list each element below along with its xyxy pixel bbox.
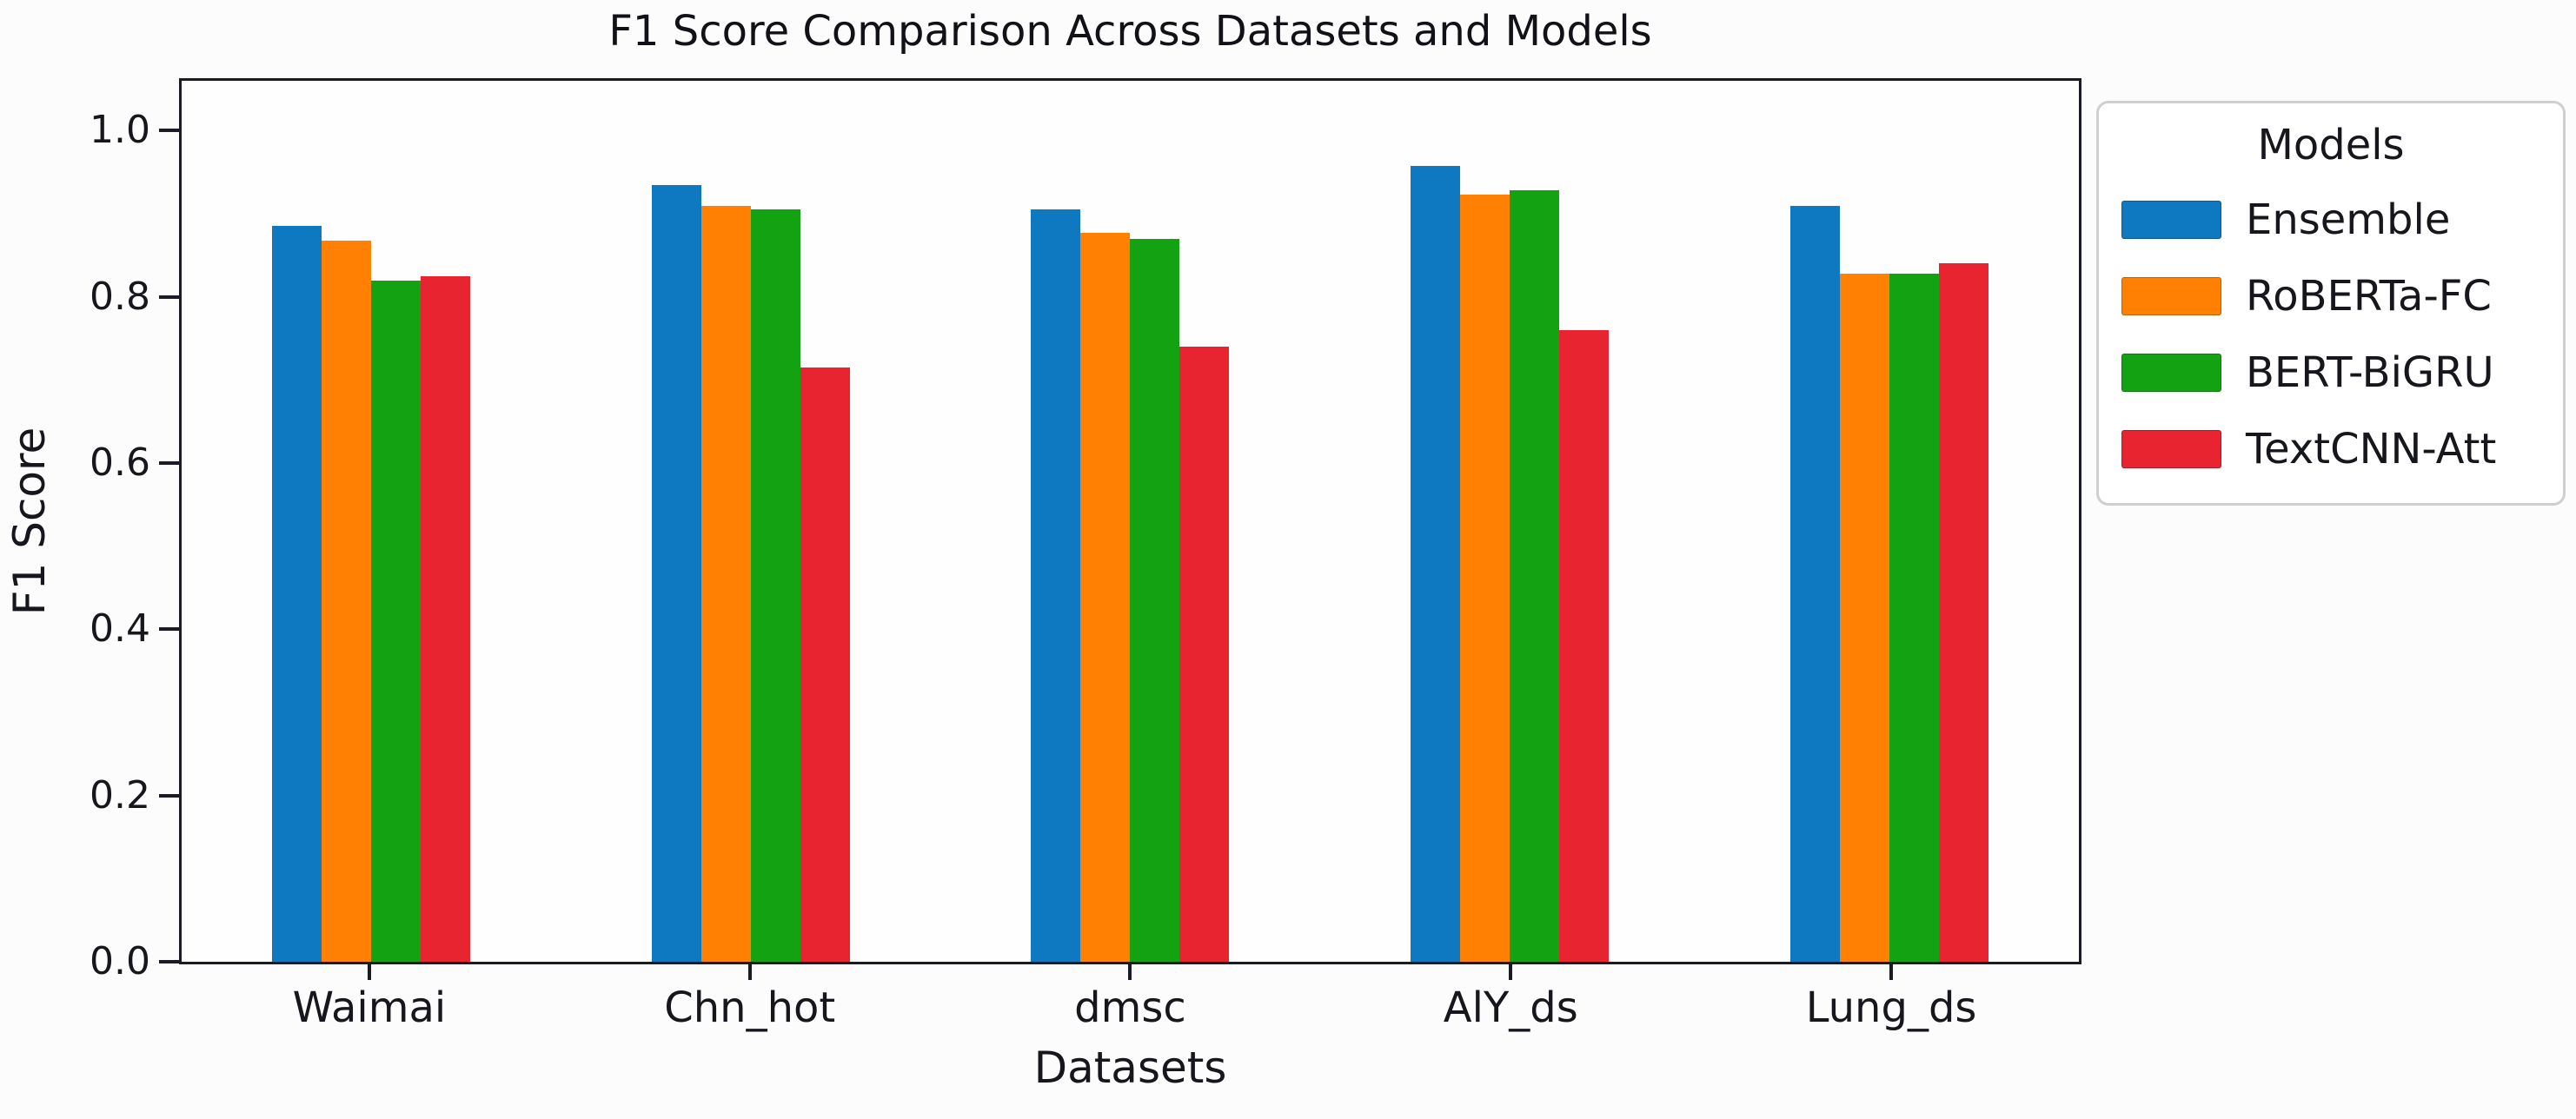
bar-bert-bigru-dmsc (1130, 238, 1180, 962)
x-tick-label-dmsc: dmsc (1074, 983, 1186, 1032)
legend-item-ensemble: Ensemble (2121, 182, 2540, 258)
y-tick-label-0.8: 0.8 (90, 274, 150, 319)
bar-group-aly-ds (1320, 81, 1700, 962)
legend-item-bert-bigru: BERT-BiGRU (2121, 334, 2540, 411)
bar-ensemble-aly-ds (1411, 165, 1461, 962)
y-tick-label-0.2: 0.2 (90, 772, 150, 818)
y-tick-mark-0.4 (159, 627, 179, 632)
bar-group-dmsc (940, 81, 1320, 962)
bar-ensemble-chn-hot (651, 184, 701, 962)
bar-ensemble-waimai (272, 226, 322, 962)
x-tick-label-waimai: Waimai (292, 983, 447, 1032)
legend-item-roberta-fc: RoBERTa-FC (2121, 258, 2540, 334)
bars-row (182, 81, 2079, 962)
bar-group-waimai (182, 81, 561, 962)
x-axis-ticks: Waimai Chn_hot dmsc AlY_ds Lung_ds (179, 964, 2081, 1032)
bar-textcnn-att-chn-hot (800, 367, 850, 962)
legend-label-textcnn-att: TextCNN-Att (2246, 425, 2497, 473)
y-axis-title: F1 Score (4, 427, 55, 616)
legend-swatch-ensemble (2121, 201, 2221, 239)
x-tick-label-aly-ds: AlY_ds (1443, 983, 1578, 1032)
x-tick-cell-lung-ds: Lung_ds (1701, 964, 2081, 1032)
x-tick-cell-waimai: Waimai (179, 964, 560, 1032)
bar-ensemble-dmsc (1031, 209, 1081, 962)
legend-label-ensemble: Ensemble (2246, 195, 2451, 244)
x-tick-cell-dmsc: dmsc (940, 964, 1321, 1032)
bar-group-lung-ds (1699, 81, 2079, 962)
y-tick-label-0.0: 0.0 (90, 939, 150, 983)
y-tick-mark-1.0 (159, 129, 179, 133)
legend-label-bert-bigru: BERT-BiGRU (2246, 348, 2494, 397)
x-tick-mark-waimai (367, 964, 371, 980)
bar-roberta-fc-chn-hot (700, 205, 751, 962)
y-tick-label-1.0: 1.0 (90, 108, 150, 153)
bar-bert-bigru-chn-hot (750, 209, 800, 962)
legend-item-textcnn-att: TextCNN-Att (2121, 411, 2540, 487)
x-axis-title: Datasets (1033, 1043, 1227, 1093)
bar-roberta-fc-lung-ds (1839, 273, 1889, 962)
y-tick-label-0.6: 0.6 (90, 440, 150, 486)
legend-title: Models (2257, 121, 2405, 169)
bar-textcnn-att-waimai (421, 275, 471, 962)
legend-swatch-bert-bigru (2121, 354, 2221, 392)
plot-area: 0.0 0.2 0.4 0.6 0.8 1.0 (90, 78, 2081, 983)
bar-roberta-fc-dmsc (1080, 233, 1131, 962)
bar-roberta-fc-aly-ds (1460, 195, 1510, 962)
bar-group-chn-hot (561, 81, 941, 962)
y-tick-mark-0.2 (159, 793, 179, 798)
bar-bert-bigru-aly-ds (1510, 190, 1560, 962)
y-tick-mark-0.8 (159, 295, 179, 299)
bar-bert-bigru-lung-ds (1889, 273, 1939, 962)
bar-textcnn-att-lung-ds (1938, 263, 1988, 962)
y-tick-mark-0.0 (159, 960, 179, 963)
x-tick-mark-dmsc (1128, 964, 1132, 980)
bar-ensemble-lung-ds (1789, 205, 1840, 962)
bar-bert-bigru-waimai (371, 280, 422, 962)
x-tick-label-lung-ds: Lung_ds (1805, 983, 1977, 1032)
x-tick-cell-aly-ds: AlY_ds (1320, 964, 1701, 1032)
y-tick-mark-0.6 (159, 461, 179, 466)
y-tick-label-0.4: 0.4 (90, 606, 150, 652)
legend: Models Ensemble RoBERTa-FC BERT-BiGRU TextC… (2096, 101, 2566, 506)
bar-textcnn-att-aly-ds (1559, 329, 1610, 962)
x-tick-mark-chn-hot (747, 964, 752, 980)
legend-items: Ensemble RoBERTa-FC BERT-BiGRU TextCNN-Att (2121, 182, 2540, 487)
legend-swatch-textcnn-att (2121, 430, 2221, 468)
x-tick-cell-chn-hot: Chn_hot (560, 964, 940, 1032)
legend-label-roberta-fc: RoBERTa-FC (2246, 272, 2492, 321)
bar-roberta-fc-waimai (322, 240, 372, 962)
x-tick-mark-lung-ds (1889, 964, 1894, 980)
x-tick-label-chn-hot: Chn_hot (664, 983, 836, 1032)
bar-textcnn-att-dmsc (1179, 347, 1230, 962)
legend-swatch-roberta-fc (2121, 277, 2221, 315)
chart-title: F1 Score Comparison Across Datasets and … (608, 7, 1652, 56)
x-tick-mark-aly-ds (1509, 964, 1513, 980)
